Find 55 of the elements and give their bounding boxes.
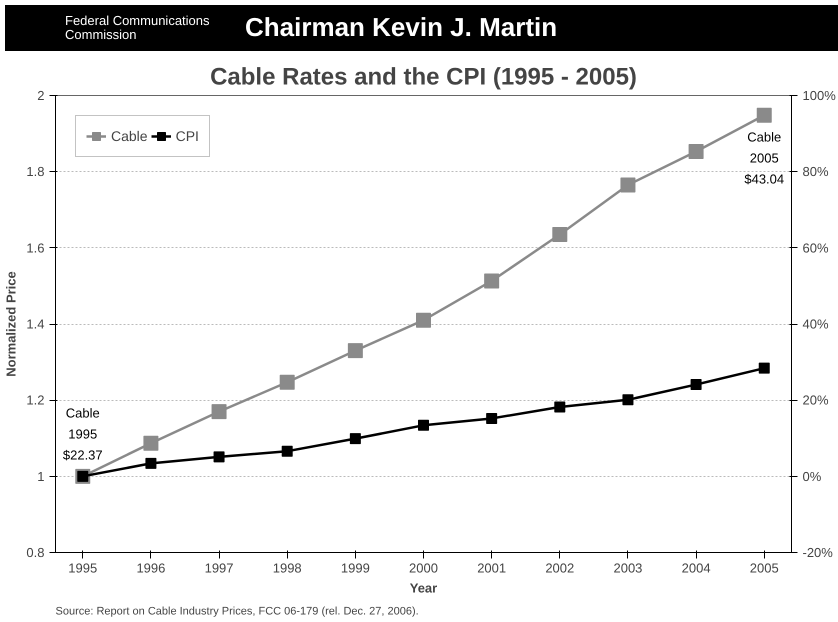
y2-tick-label: 0% xyxy=(802,468,822,484)
point xyxy=(350,433,361,444)
y-tick-label: 1 xyxy=(37,468,45,484)
x-tick-label: 1996 xyxy=(136,560,166,576)
point xyxy=(280,374,295,390)
y-tick-label: 1.2 xyxy=(26,392,45,408)
point xyxy=(143,436,158,451)
point xyxy=(282,446,293,457)
y2-tick-label: 80% xyxy=(802,164,829,180)
annotation: Cable 1995 $22.37 xyxy=(62,405,103,462)
point xyxy=(416,312,431,328)
point xyxy=(552,227,568,242)
point xyxy=(484,273,500,288)
point xyxy=(758,362,770,374)
text: Federal Communications Commission xyxy=(64,13,211,42)
y-tick-label: 0.8 xyxy=(26,545,45,560)
y-tick-label: 2 xyxy=(37,88,45,103)
x-tick-label: 2002 xyxy=(545,560,574,576)
point xyxy=(418,420,429,431)
y2-tick-label: 100% xyxy=(802,88,836,103)
y-tick-label: 1.4 xyxy=(26,316,45,332)
x-tick-label: 2000 xyxy=(409,560,438,576)
x-tick-label: 2004 xyxy=(682,560,711,576)
x-axis-title: Year xyxy=(410,580,438,596)
point xyxy=(145,458,156,469)
legend-label: CPI xyxy=(176,128,199,144)
x-tick-label: 1999 xyxy=(340,560,370,576)
point xyxy=(688,144,704,159)
text: Chairman Kevin J. Martin xyxy=(245,11,558,44)
point xyxy=(554,402,566,413)
point xyxy=(212,404,227,420)
y-axis-title: Normalized Price xyxy=(3,271,18,377)
point xyxy=(690,379,702,390)
source-note: Source: Report on Cable Industry Prices, FCC 06-179 (rel. Dec. 27, 2006). xyxy=(56,606,419,618)
annotation: Cable 2005 $43.04 xyxy=(744,129,784,186)
y2-tick-label: 20% xyxy=(802,392,829,408)
point xyxy=(348,343,363,358)
x-tick-label: 2005 xyxy=(750,560,779,576)
y-tick-label: 1.6 xyxy=(26,240,45,256)
point xyxy=(622,394,634,406)
y-tick-label: 1.8 xyxy=(26,164,45,180)
point xyxy=(620,177,636,192)
point xyxy=(486,412,498,424)
point xyxy=(214,451,225,462)
chart-title: Cable Rates and the CPI (1995 - 2005) xyxy=(210,64,637,90)
y2-tick-label: 60% xyxy=(802,240,829,256)
y2-tick-label: -20% xyxy=(802,545,834,560)
point xyxy=(756,108,772,123)
x-tick-label: 2001 xyxy=(477,560,506,576)
x-tick-label: 1997 xyxy=(204,560,234,576)
x-tick-label: 1995 xyxy=(68,560,98,576)
legend-label: Cable xyxy=(111,128,148,144)
x-tick-label: 2003 xyxy=(613,560,642,576)
y2-tick-label: 40% xyxy=(802,316,829,332)
x-tick-label: 1998 xyxy=(272,560,302,576)
